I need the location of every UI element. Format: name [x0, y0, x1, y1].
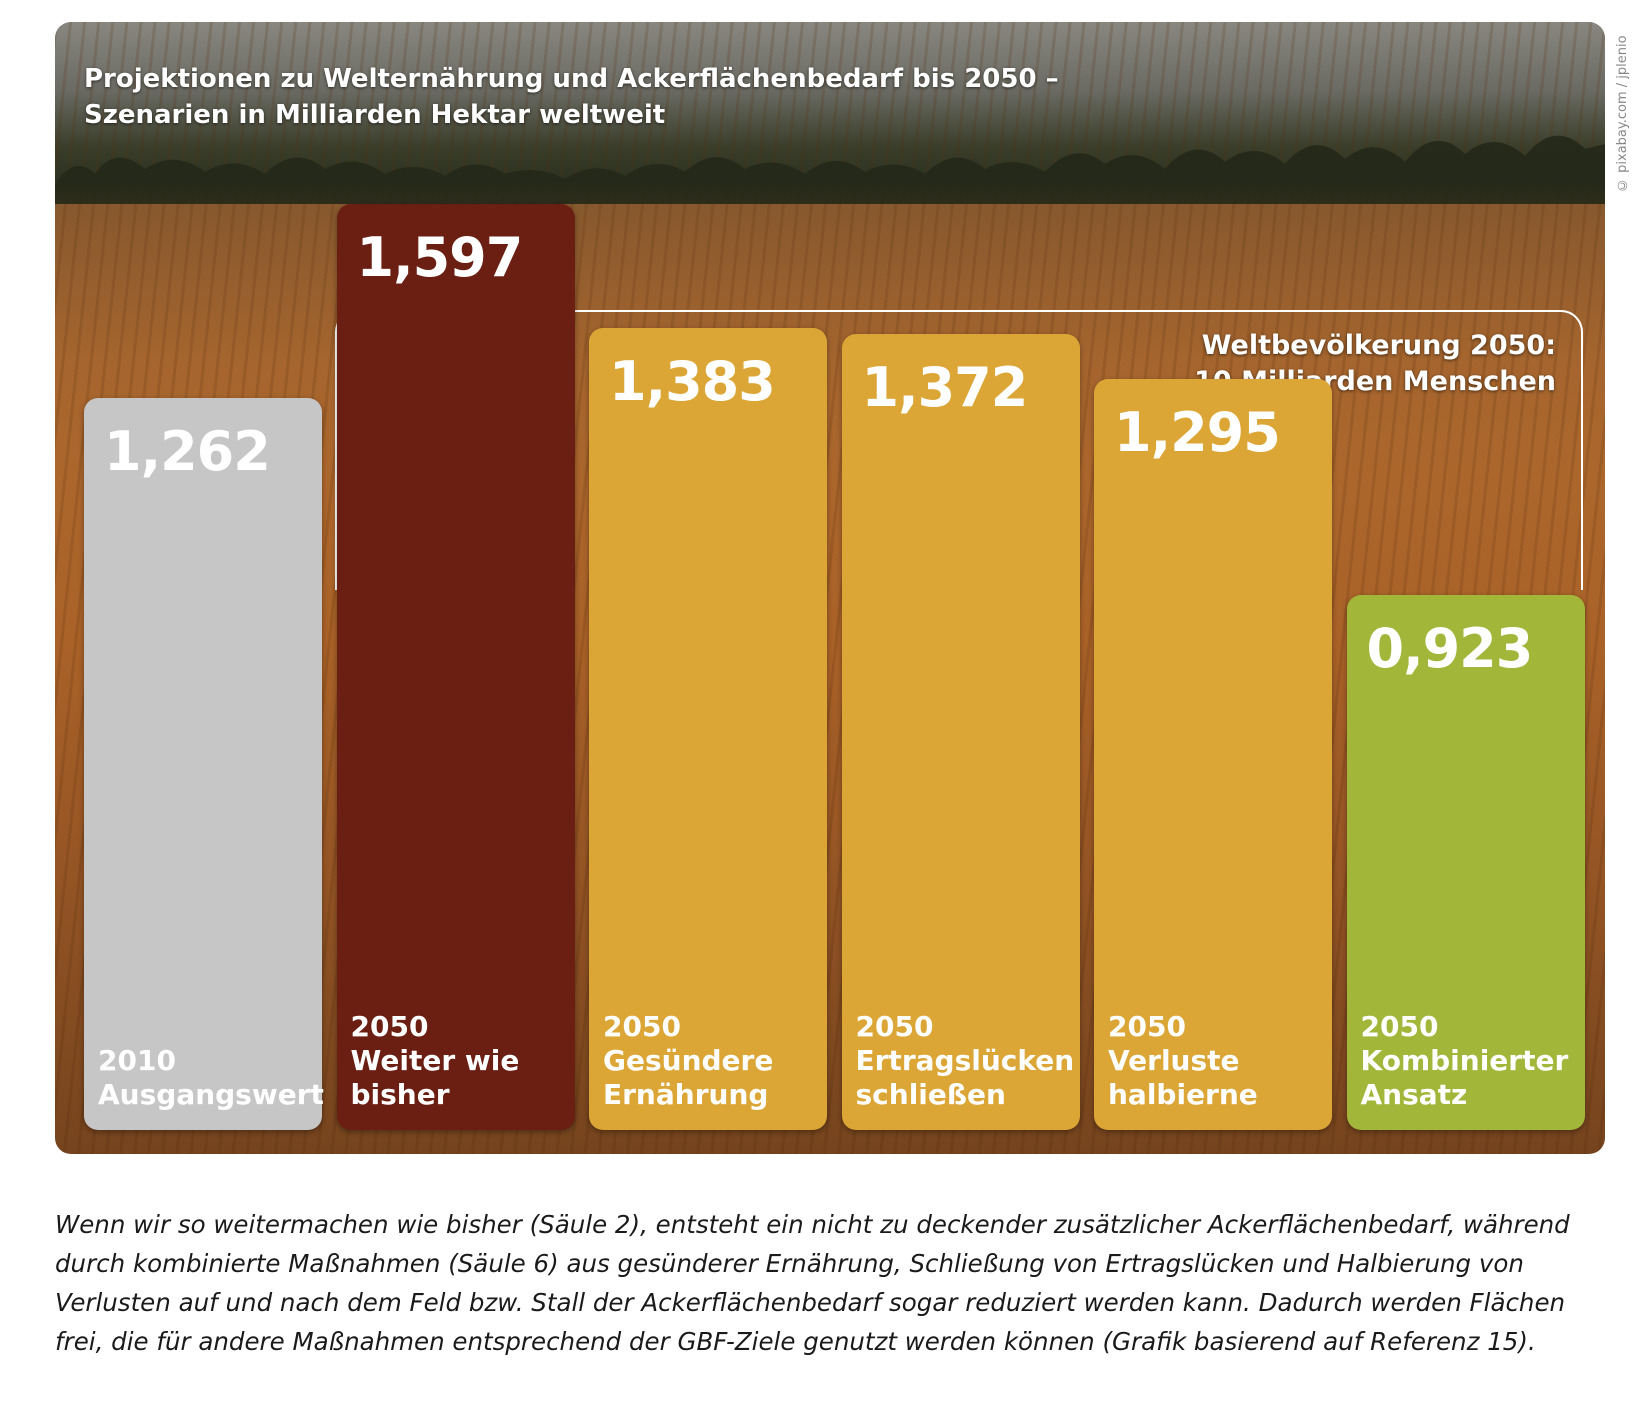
- bar-value-label-5: 1,295: [1114, 400, 1281, 464]
- photo-credit: © pixabay.com / jplenio: [1615, 35, 1630, 192]
- bar-category-label-6: 2050 Kombinierter Ansatz: [1360, 1010, 1569, 1111]
- treeline-silhouette: [55, 135, 1605, 204]
- chart-title-line1: Projektionen zu Welternährung und Ackerf…: [84, 64, 1059, 94]
- population-bracket: [335, 310, 1583, 590]
- bar-value-label-1: 1,262: [104, 420, 271, 484]
- figure-caption: Wenn wir so weitermachen wie bisher (Säu…: [55, 1210, 1570, 1356]
- bar-4: [841, 334, 1080, 1130]
- bar-category-label-2: 2050 Weiter wie bisher: [350, 1010, 520, 1111]
- bar-category-label-1: 2010 Ausgangswert: [98, 1044, 324, 1111]
- bar-3: [589, 327, 827, 1130]
- bar-value-label-6: 0,923: [1366, 616, 1534, 680]
- bar-value-label-4: 1,372: [861, 356, 1029, 420]
- bar-category-label-4: 2050 Ertragslücken schließen: [855, 1010, 1075, 1111]
- bar-2: [336, 203, 575, 1130]
- bar-category-label-5: 2050 Verluste halbierne: [1108, 1010, 1258, 1111]
- bar-value-label-2: 1,597: [356, 225, 524, 289]
- population-annotation-line1: Weltbevölkerung 2050:: [1201, 330, 1556, 361]
- bar-5: [1094, 378, 1332, 1130]
- bar-6: [1346, 594, 1585, 1130]
- chart-title-line2: Szenarien in Milliarden Hektar weltweit: [84, 100, 666, 130]
- bar-value-label-3: 1,383: [609, 349, 776, 413]
- bar-category-label-3: 2050 Gesündere Ernährung: [603, 1010, 774, 1111]
- bar-1: [84, 398, 322, 1130]
